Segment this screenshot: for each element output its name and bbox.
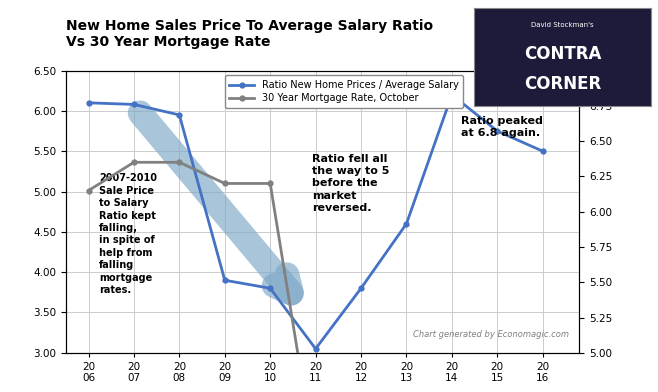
Text: Ratio fell all
the way to 5
before the
market
reversed.: Ratio fell all the way to 5 before the m… bbox=[312, 154, 390, 213]
Text: CORNER: CORNER bbox=[524, 75, 601, 93]
Text: Ratio peaked
at 6.8 again.: Ratio peaked at 6.8 again. bbox=[461, 116, 543, 138]
Text: New Home Sales Price To Average Salary Ratio
Vs 30 Year Mortgage Rate: New Home Sales Price To Average Salary R… bbox=[66, 19, 433, 49]
Text: Chart generated by Economagic.com: Chart generated by Economagic.com bbox=[413, 330, 569, 339]
Text: CONTRA: CONTRA bbox=[524, 45, 601, 63]
Legend: Ratio New Home Prices / Average Salary, 30 Year Mortgage Rate, October: Ratio New Home Prices / Average Salary, … bbox=[224, 75, 463, 108]
Text: David Stockman's: David Stockman's bbox=[531, 22, 594, 29]
Text: 2007-2010
Sale Price
to Salary
Ratio kept
falling,
in spite of
help from
falling: 2007-2010 Sale Price to Salary Ratio kep… bbox=[99, 173, 157, 295]
